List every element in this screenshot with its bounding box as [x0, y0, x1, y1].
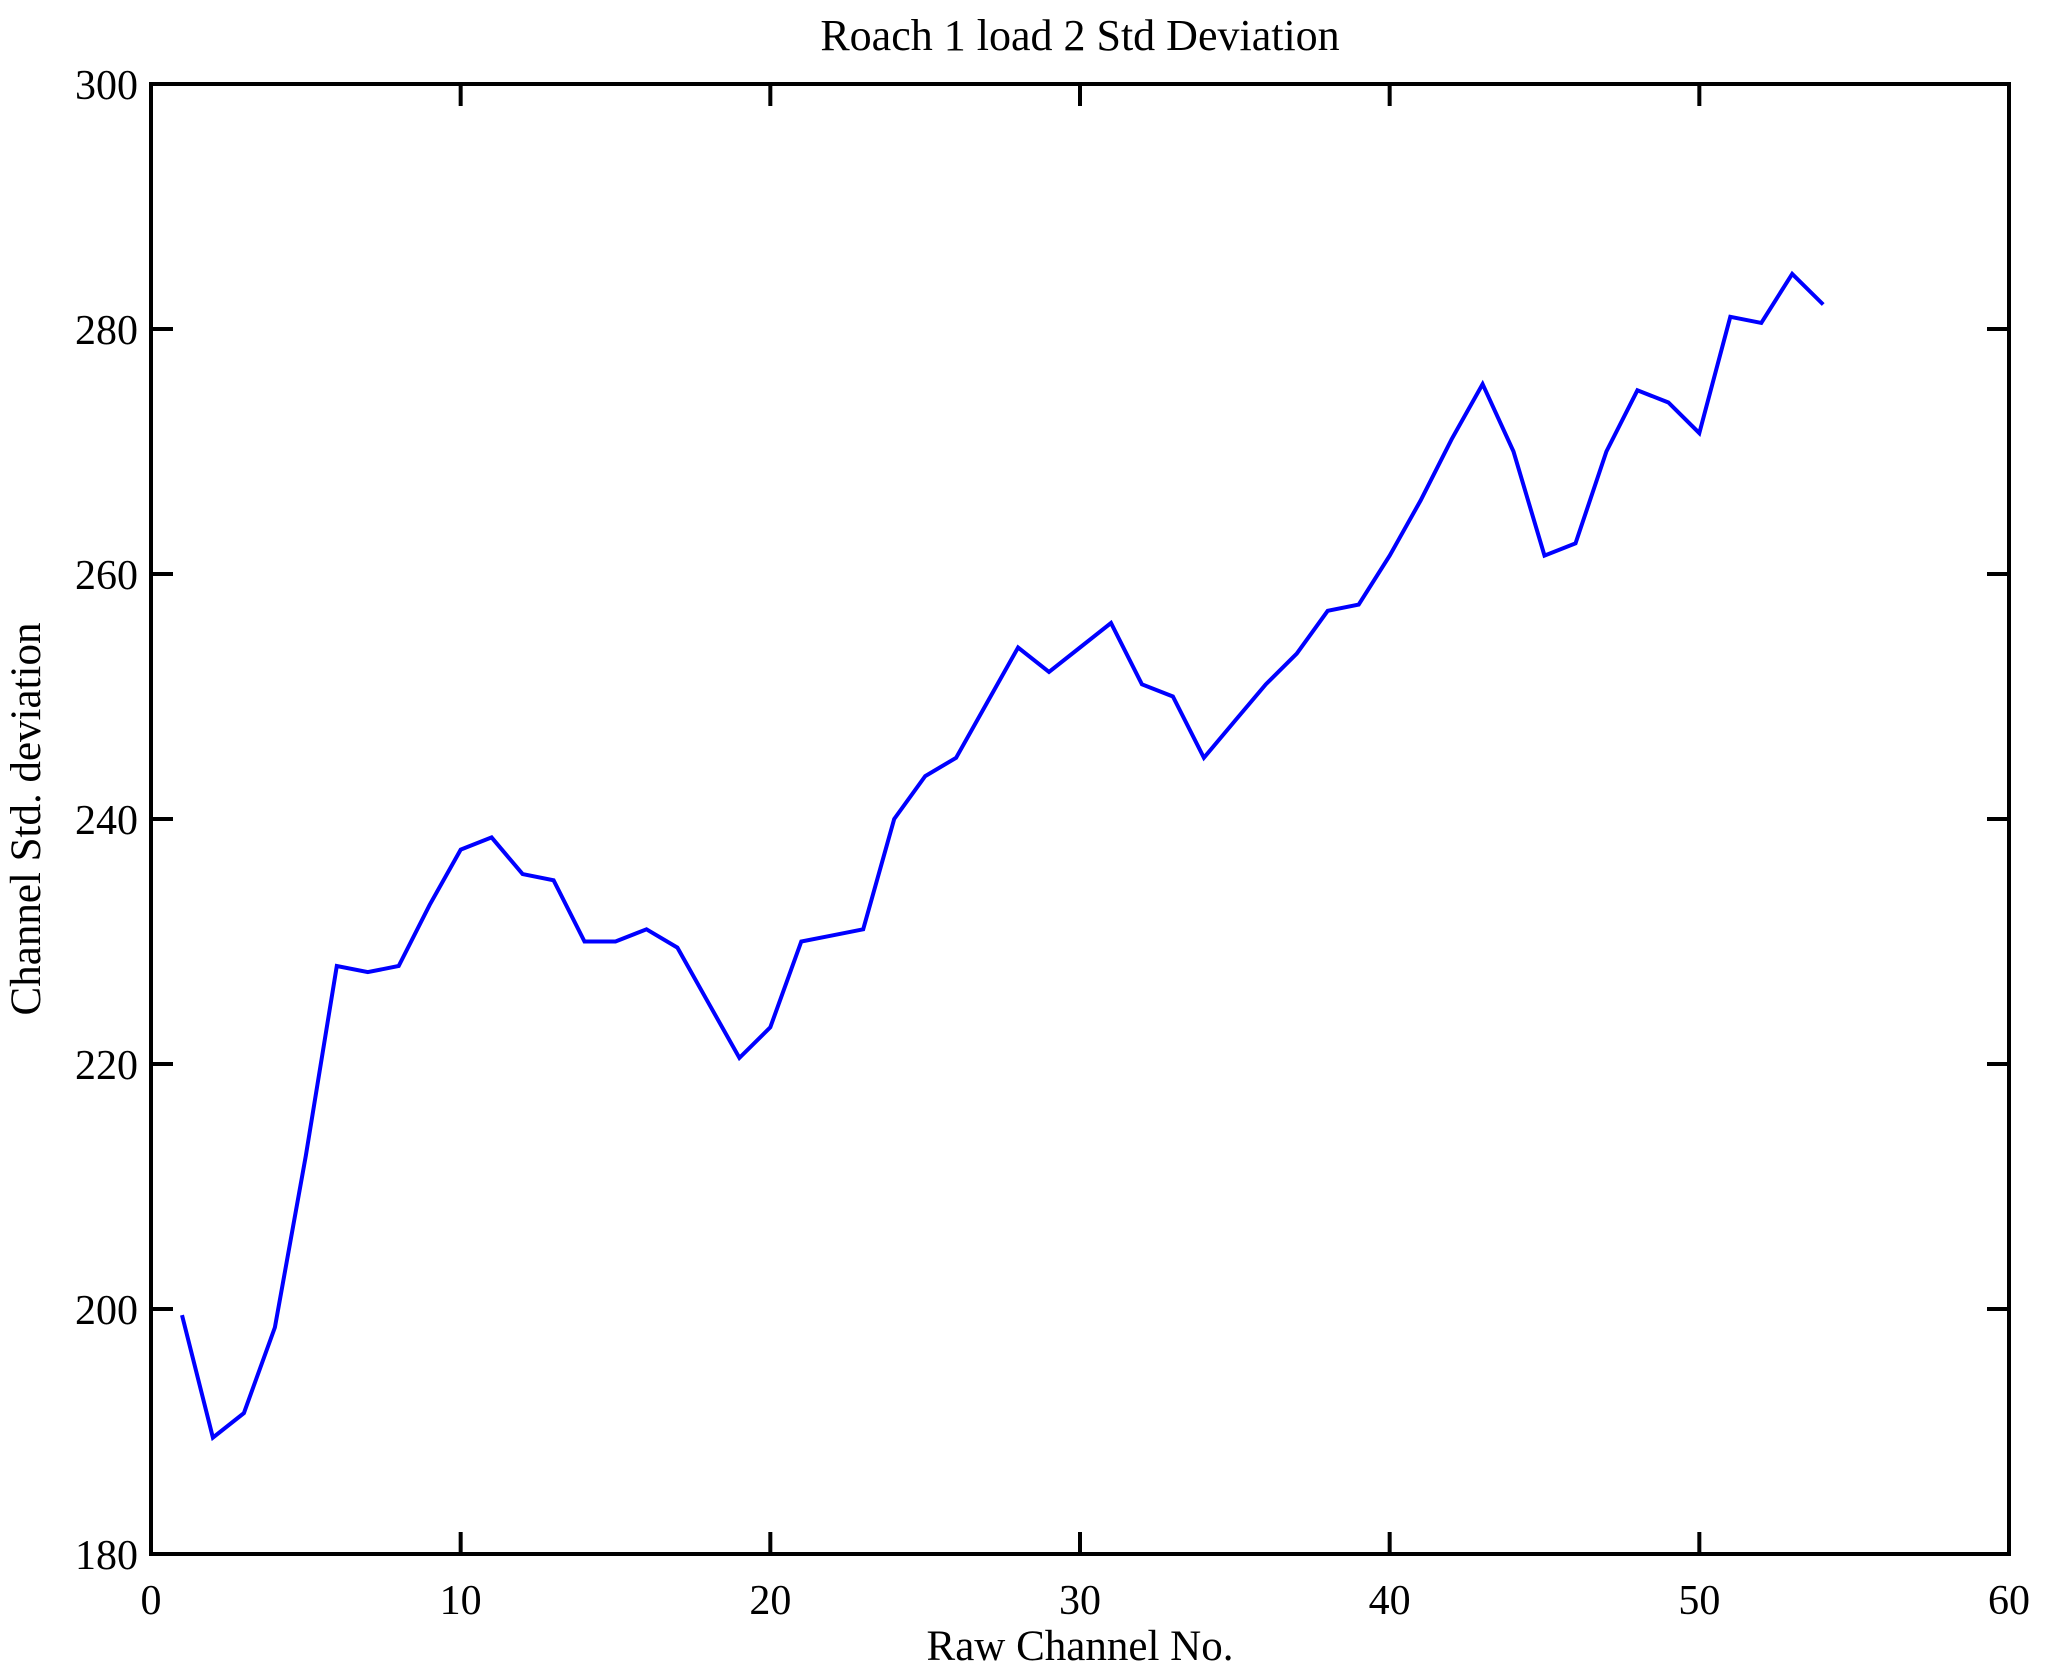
x-tick-label: 30: [1059, 1578, 1101, 1624]
data-line: [180, 270, 1825, 1442]
x-tick-label: 60: [1988, 1578, 2030, 1624]
x-tick-label: 40: [1369, 1578, 1411, 1624]
chart-title: Roach 1 load 2 Std Deviation: [820, 11, 1339, 60]
x-tick-label: 50: [1678, 1578, 1720, 1624]
y-tick-label: 200: [75, 1288, 138, 1334]
y-tick-label: 180: [75, 1533, 138, 1579]
y-tick-label: 240: [75, 798, 138, 844]
y-tick-label: 220: [75, 1043, 138, 1089]
y-tick-labels: 180 200 220 240 260 280 300: [75, 63, 138, 1579]
x-tick-labels: 0 10 20 30 40 50 60: [141, 1578, 2031, 1624]
y-tick-label: 280: [75, 308, 138, 354]
plot-box: [149, 82, 2011, 1556]
x-ticks: [149, 84, 2011, 1554]
y-axis-label: Channel Std. deviation: [3, 623, 50, 1016]
x-tick-label: 0: [141, 1578, 162, 1624]
x-axis-label: Raw Channel No.: [927, 1623, 1234, 1670]
x-tick-label: 10: [440, 1578, 482, 1624]
y-ticks: [151, 82, 2009, 1556]
y-tick-label: 300: [75, 63, 138, 109]
y-tick-label: 260: [75, 553, 138, 599]
x-tick-label: 20: [749, 1578, 791, 1624]
